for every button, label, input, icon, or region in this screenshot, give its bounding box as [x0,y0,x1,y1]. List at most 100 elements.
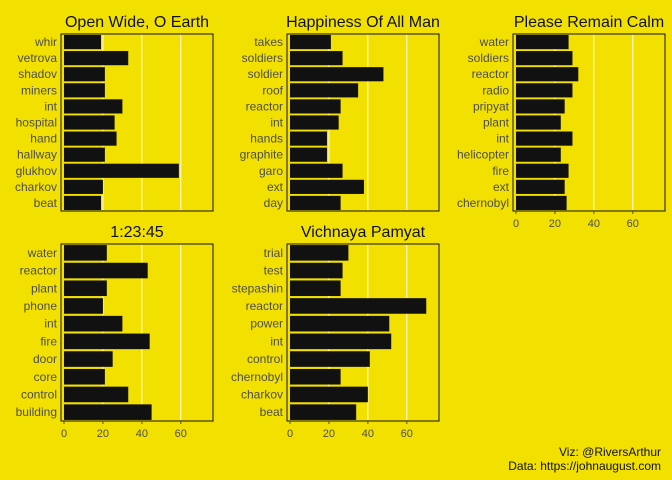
bar [290,351,370,367]
x-tick-label: 20 [323,428,335,440]
bar [290,404,357,420]
category-label: trial [264,246,283,260]
category-label: fire [40,334,57,348]
category-label: charkov [241,387,283,401]
facet-panel: water reactor plant phone int fire door core con… [16,224,214,440]
bar [64,163,179,178]
bar [290,333,392,350]
category-label: hand [30,132,57,146]
x-tick-label: 40 [588,218,600,230]
caption: Viz: @RiversArthur Data: https://johnaug… [508,445,661,473]
bar [290,51,343,66]
bar [290,298,427,314]
bar [290,179,364,194]
bar [64,34,101,50]
panel-border [286,33,440,212]
category-label: reactor [246,99,283,113]
category-label: control [247,352,283,366]
category-label: whir [34,35,57,49]
bar [290,195,341,211]
category-label: reactor [472,67,509,81]
bar [516,67,579,82]
category-label: ext [267,180,284,194]
category-label: chernobyl [231,370,283,384]
bar [64,179,103,194]
bar [516,99,565,114]
bar [64,333,150,350]
facet-panel: water soldiers reactor radio pripyat plant int… [457,14,666,230]
category-label: int [496,132,509,146]
bar [64,351,113,367]
caption-credit: Viz: @RiversArthur [559,445,661,459]
caption-source: Data: https://johnaugust.com [508,459,661,473]
bar [290,315,390,332]
panel-title: Please Remain Calm [514,14,664,31]
facet-panel: trial test stepashin reactor power int control… [231,224,440,440]
category-label: soldiers [468,51,509,65]
bar [64,245,107,261]
category-label: plant [483,116,510,130]
bar [290,245,349,261]
category-label: radio [482,83,509,97]
panel-title: 1:23:45 [110,224,163,241]
bar [64,386,129,403]
category-label: reactor [20,264,57,278]
category-label: graphite [240,148,284,162]
bar [516,163,569,178]
x-tick-label: 60 [175,428,187,440]
x-tick-label: 60 [401,428,413,440]
category-label: pripyat [473,99,510,113]
category-label: plant [31,281,58,295]
bar [516,179,565,194]
bar [516,115,561,130]
panel-border [286,243,440,422]
category-label: day [264,196,283,210]
panel-title: Vichnaya Pamyat [301,224,426,241]
bar [64,368,105,385]
category-label: water [27,246,57,260]
bar [64,262,148,279]
panel-title: Happiness Of All Man [286,14,440,31]
x-tick-label: 60 [627,218,639,230]
x-tick-label: 0 [513,218,519,230]
panel-border [512,33,666,212]
panel-title: Open Wide, O Earth [65,14,209,31]
category-label: shadov [18,67,57,81]
category-label: miners [21,83,57,97]
bar [516,131,573,146]
bar [290,34,331,50]
category-label: int [270,116,283,130]
category-label: garo [259,164,283,178]
category-label: building [16,405,57,419]
bar [290,115,339,130]
x-tick-label: 0 [287,428,293,440]
bar [516,195,567,211]
category-label: helicopter [457,148,509,162]
category-label: int [44,317,57,331]
bar [64,99,123,114]
panel-border [60,243,214,422]
category-label: power [250,317,283,331]
bar [290,131,327,146]
category-label: fire [492,164,509,178]
bar [64,51,129,66]
category-label: stepashin [232,281,283,295]
category-label: roof [262,83,283,97]
bar [290,280,341,297]
category-label: beat [34,196,58,210]
facet-panel: takes soldiers soldier roof reactor int hands g… [240,14,440,212]
x-tick-label: 40 [362,428,374,440]
category-label: charkov [15,180,57,194]
panel-border [60,33,214,212]
category-label: phone [24,299,58,313]
category-label: ext [493,180,510,194]
bar [290,99,341,114]
category-label: core [34,370,58,384]
category-label: water [479,35,509,49]
category-label: int [44,99,57,113]
x-tick-label: 0 [61,428,67,440]
bar [64,280,107,297]
bar [64,115,115,130]
bar [64,83,105,98]
